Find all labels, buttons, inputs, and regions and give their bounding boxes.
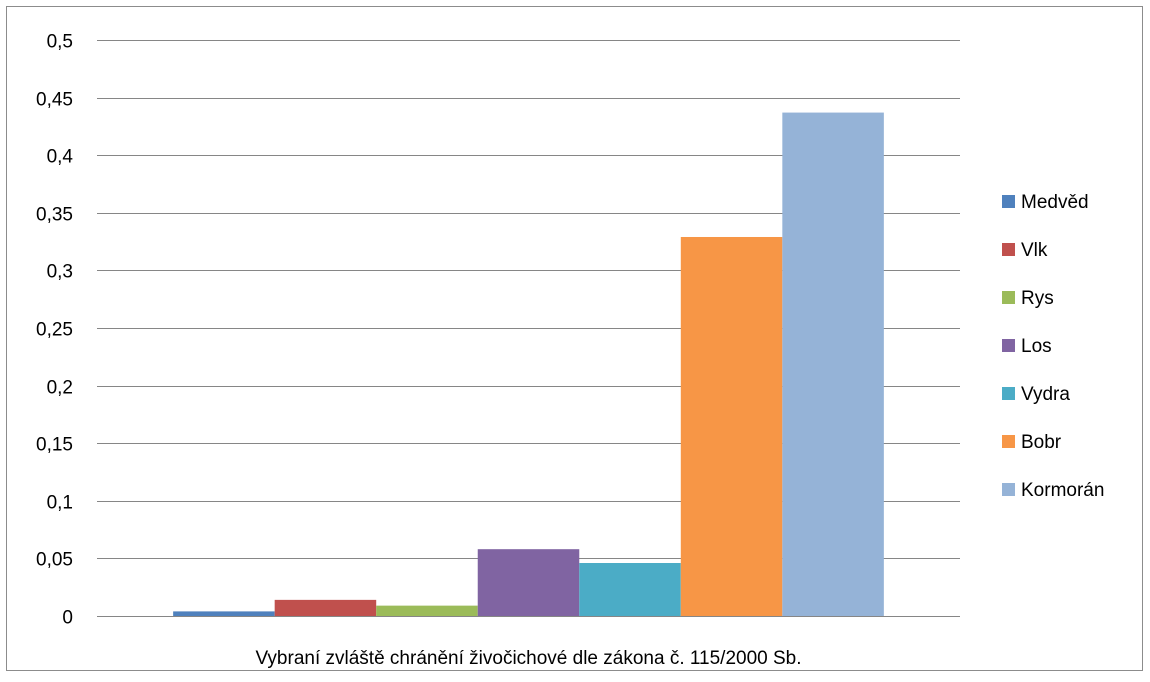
bar-vydra (579, 563, 681, 616)
legend-label: Vydra (1021, 384, 1070, 405)
legend-swatch (1002, 339, 1015, 352)
legend-swatch (1002, 195, 1015, 208)
y-tick-label: 0,05 (36, 550, 73, 571)
bar-vlk (274, 599, 377, 616)
legend-swatch (1002, 291, 1015, 304)
legend-label: Los (1021, 336, 1052, 357)
y-axis-tick-labels: 0 0,05 0,1 0,15 0,2 0,25 0,3 0,35 0,4 0,45 0,5 (36, 32, 73, 629)
y-tick-label: 0,5 (47, 32, 73, 53)
bar-medvěd (173, 611, 275, 616)
y-tick-label: 0,15 (36, 435, 73, 456)
y-tick-label: 0,1 (47, 493, 73, 514)
x-category-label: Vybraní zvláště chránění živočichové dle… (255, 648, 801, 669)
legend-swatch (1002, 387, 1015, 400)
legend-label: Bobr (1021, 432, 1062, 453)
legend-swatch (1002, 243, 1015, 256)
legend-label: Kormorán (1021, 480, 1104, 501)
legend-label: Vlk (1021, 240, 1048, 261)
bar-rys (376, 605, 478, 616)
y-tick-label: 0,35 (36, 205, 73, 226)
bar-bobr (680, 236, 783, 616)
y-tick-label: 0,4 (47, 147, 74, 168)
y-tick-label: 0,2 (47, 378, 73, 399)
y-tick-label: 0,25 (36, 320, 73, 341)
legend-swatch (1002, 435, 1015, 448)
bars (173, 112, 884, 617)
legend-label: Medvěd (1021, 192, 1089, 213)
legend-label: Rys (1021, 288, 1054, 309)
bar-los (477, 549, 580, 616)
y-tick-label: 0,45 (36, 90, 73, 111)
bar-kormorán (782, 112, 884, 617)
legend-swatch (1002, 483, 1015, 496)
legend: Medvěd Vlk Rys Los Vydra Bobr Kormorán (1002, 192, 1104, 501)
y-tick-label: 0,3 (47, 262, 73, 283)
y-tick-label: 0 (62, 608, 73, 629)
